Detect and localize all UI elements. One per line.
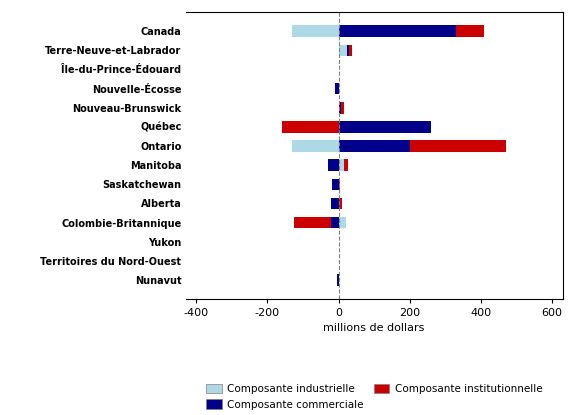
- Bar: [342, 102, 344, 114]
- Bar: [339, 140, 409, 152]
- Bar: [339, 178, 340, 190]
- Bar: [337, 274, 339, 286]
- Bar: [335, 83, 339, 94]
- Bar: [328, 159, 339, 171]
- X-axis label: millions de dollars: millions de dollars: [324, 323, 425, 333]
- Bar: [339, 102, 342, 114]
- Bar: [339, 217, 346, 228]
- Bar: [292, 25, 339, 37]
- Legend: Composante industrielle, Composante commerciale, Composante institutionnelle: Composante industrielle, Composante comm…: [202, 380, 546, 414]
- Bar: [339, 44, 347, 56]
- Bar: [347, 44, 349, 56]
- Bar: [331, 198, 339, 209]
- Bar: [409, 140, 506, 152]
- Bar: [344, 159, 348, 171]
- Bar: [339, 121, 431, 133]
- Bar: [339, 198, 342, 209]
- Bar: [331, 217, 339, 228]
- Bar: [282, 121, 339, 133]
- Bar: [456, 25, 484, 37]
- Bar: [292, 140, 339, 152]
- Bar: [339, 25, 456, 37]
- Bar: [332, 178, 339, 190]
- Bar: [349, 44, 352, 56]
- Bar: [339, 159, 344, 171]
- Bar: [294, 217, 331, 228]
